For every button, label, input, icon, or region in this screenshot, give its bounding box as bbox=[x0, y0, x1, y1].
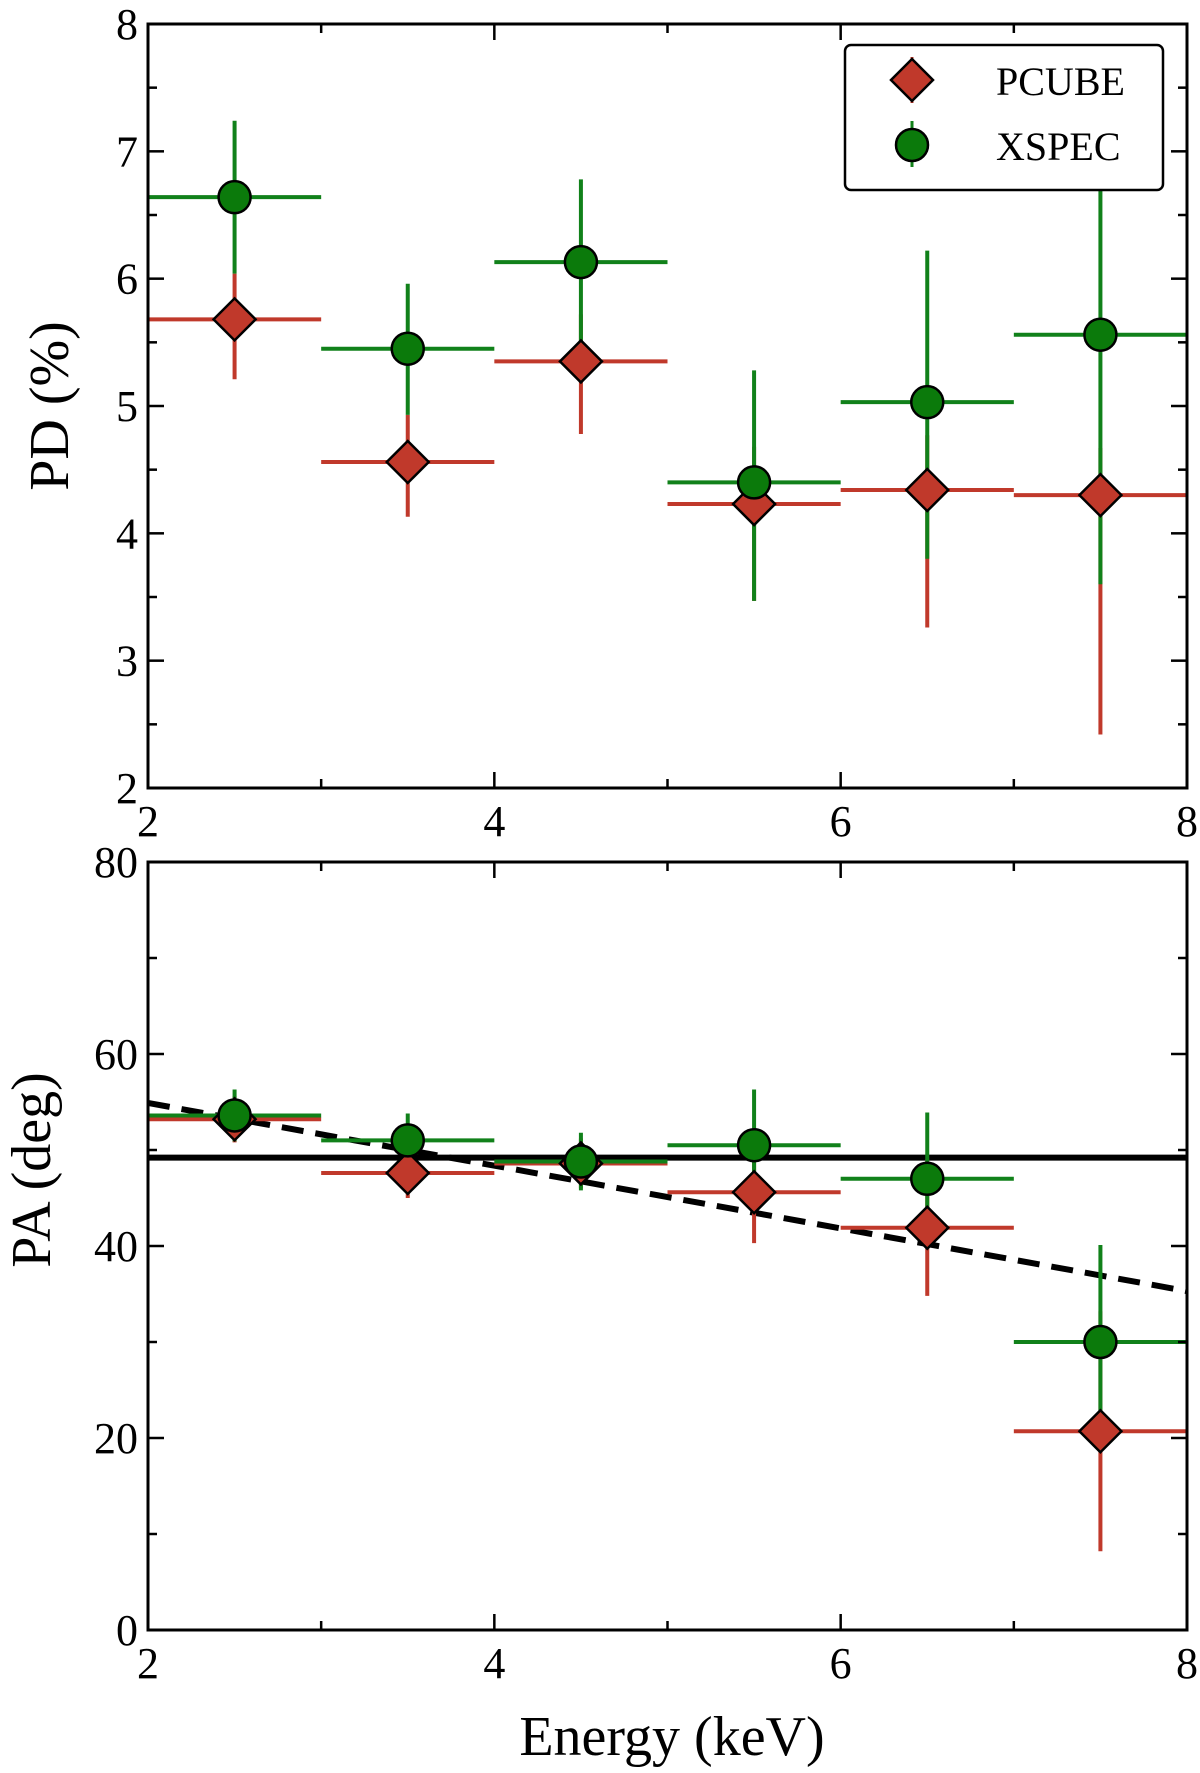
pd-legend: PCUBE XSPEC bbox=[843, 43, 1165, 192]
pd-pcube-point bbox=[1077, 472, 1124, 518]
pd-y-tick-label: 7 bbox=[116, 127, 138, 176]
pa-x-tick-label: 8 bbox=[1176, 1639, 1198, 1688]
pd-y-tick-label: 5 bbox=[116, 382, 138, 431]
legend-entry-pcube: PCUBE bbox=[889, 57, 1125, 104]
pa-linear-model bbox=[147, 1100, 1188, 1295]
pd-y-axis-label: PD (%) bbox=[19, 321, 81, 491]
pd-x-tick-label: 4 bbox=[483, 797, 505, 846]
pd-xspec-point bbox=[736, 465, 772, 500]
legend-xspec-label: XSPEC bbox=[996, 124, 1121, 169]
pa-ticks bbox=[146, 860, 1189, 1632]
pa-pcube-point bbox=[731, 1169, 777, 1216]
pa-y-axis-label: PA (deg) bbox=[1, 1072, 63, 1268]
legend-pcube-label: PCUBE bbox=[996, 59, 1125, 104]
pd-pcube-point bbox=[904, 467, 951, 513]
pd-x-tick-label: 8 bbox=[1176, 797, 1198, 846]
pd-tick-labels: 2 4 6 8 2 3 4 5 6 7 8 bbox=[116, 0, 1198, 846]
pa-y-tick-label: 0 bbox=[116, 1606, 138, 1655]
pa-pcube-point bbox=[904, 1204, 951, 1251]
pa-x-tick-label: 4 bbox=[483, 1639, 505, 1688]
pa-x-tick-label: 6 bbox=[830, 1639, 852, 1688]
pd-ticks bbox=[146, 22, 1189, 790]
pa-xspec-point bbox=[390, 1123, 425, 1158]
pa-x-tick-label: 2 bbox=[137, 1639, 159, 1688]
pd-panel: 2 4 6 8 2 3 4 5 6 7 8 PD (%) PCUBE XSPEC bbox=[19, 0, 1198, 846]
pd-xspec-point bbox=[390, 331, 425, 366]
legend-pcube-diamond-marker bbox=[889, 57, 935, 103]
pa-y-tick-label: 40 bbox=[94, 1222, 138, 1271]
pd-pcube-point bbox=[211, 296, 258, 343]
pa-pcube-point bbox=[384, 1150, 431, 1196]
pd-y-tick-label: 4 bbox=[116, 509, 138, 558]
pd-xspec-point bbox=[563, 244, 599, 280]
pa-data-marks bbox=[148, 1089, 1187, 1552]
legend-entry-xspec: XSPEC bbox=[894, 121, 1121, 169]
pd-y-tick-label: 8 bbox=[116, 0, 138, 49]
pd-pcube-point bbox=[558, 338, 604, 385]
pa-xspec-point bbox=[1083, 1324, 1118, 1360]
pa-xspec-point bbox=[217, 1098, 252, 1133]
x-axis-label: Energy (keV) bbox=[519, 1706, 824, 1768]
pd-xspec-point bbox=[1083, 317, 1118, 352]
pd-x-tick-label: 2 bbox=[137, 797, 159, 846]
pa-xspec-point bbox=[736, 1127, 772, 1163]
pd-x-tick-label: 6 bbox=[830, 797, 852, 846]
pa-y-tick-label: 60 bbox=[94, 1030, 138, 1079]
legend-xspec-circle-marker bbox=[894, 127, 930, 163]
pa-xspec-point bbox=[910, 1161, 945, 1197]
pa-y-tick-label: 20 bbox=[94, 1414, 138, 1463]
pa-y-tick-label: 80 bbox=[94, 838, 138, 887]
pa-model-lines bbox=[147, 1100, 1188, 1295]
pa-pcube-point bbox=[1077, 1408, 1124, 1455]
pd-xspec-point bbox=[217, 179, 252, 215]
pd-data-marks bbox=[148, 120, 1187, 735]
pd-y-tick-label: 3 bbox=[116, 637, 138, 686]
pd-y-tick-label: 2 bbox=[116, 764, 138, 813]
pd-y-tick-label: 6 bbox=[116, 255, 138, 304]
pd-pcube-point bbox=[384, 439, 431, 485]
pd-xspec-point bbox=[910, 384, 945, 420]
pa-xspec-point bbox=[563, 1144, 599, 1179]
